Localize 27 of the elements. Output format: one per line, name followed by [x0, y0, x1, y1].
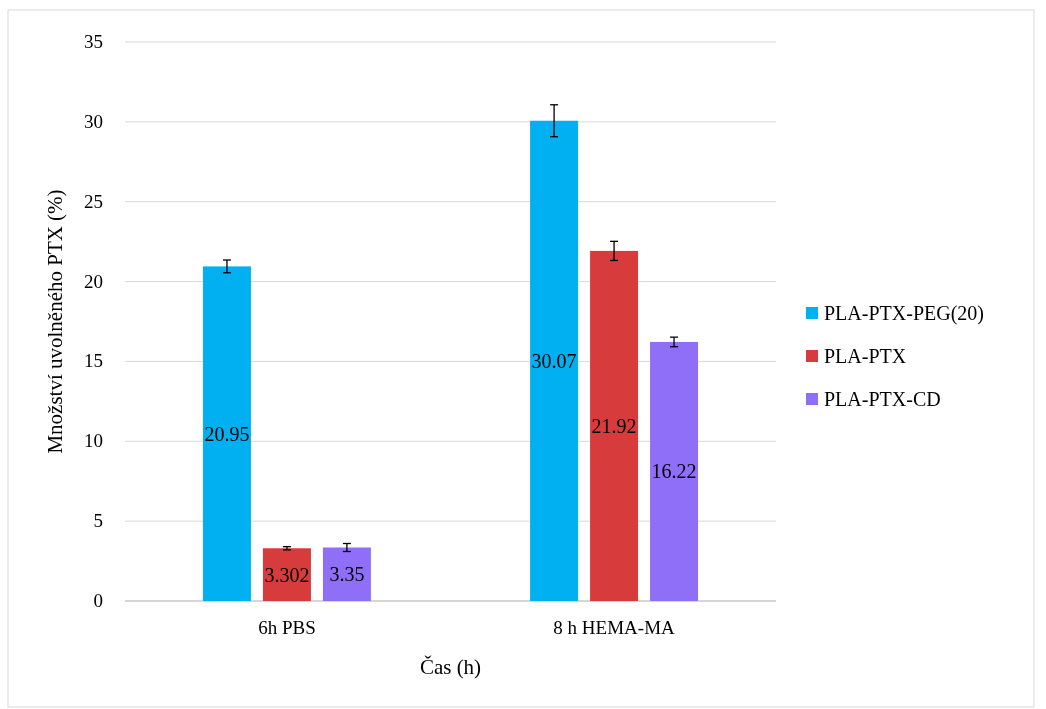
- y-tick-label: 30: [84, 110, 103, 132]
- x-tick-label: 6h PBS: [258, 617, 316, 638]
- bar: [530, 120, 579, 601]
- x-tick-label: 8 h HEMA-MA: [553, 617, 676, 638]
- y-tick-label: 25: [84, 190, 103, 212]
- legend-label: PLA-PTX-PEG(20): [824, 302, 984, 325]
- data-label: 3.302: [264, 563, 310, 586]
- data-label: 20.95: [204, 422, 250, 445]
- bar: [262, 548, 311, 601]
- y-axis-title: Množství uvolněného PTX (%): [43, 189, 67, 454]
- legend-label: PLA-PTX-CD: [824, 388, 941, 410]
- bar: [650, 341, 699, 601]
- x-axis-title: Čas (h): [419, 655, 482, 679]
- data-label: 30.07: [531, 349, 577, 372]
- y-tick-label: 15: [84, 350, 103, 372]
- data-label: 3.35: [329, 563, 365, 586]
- y-tick-label: 10: [84, 430, 103, 452]
- y-tick-label: 35: [84, 31, 103, 52]
- data-label: 21.92: [591, 414, 637, 437]
- bar: [322, 547, 371, 601]
- y-tick-label: 0: [93, 590, 103, 611]
- bar: [590, 250, 639, 601]
- y-tick-label: 20: [84, 270, 103, 292]
- bar: [202, 266, 251, 601]
- data-label: 16.22: [651, 460, 697, 483]
- y-tick-label: 5: [93, 510, 103, 532]
- legend-label: PLA-PTX: [824, 345, 907, 367]
